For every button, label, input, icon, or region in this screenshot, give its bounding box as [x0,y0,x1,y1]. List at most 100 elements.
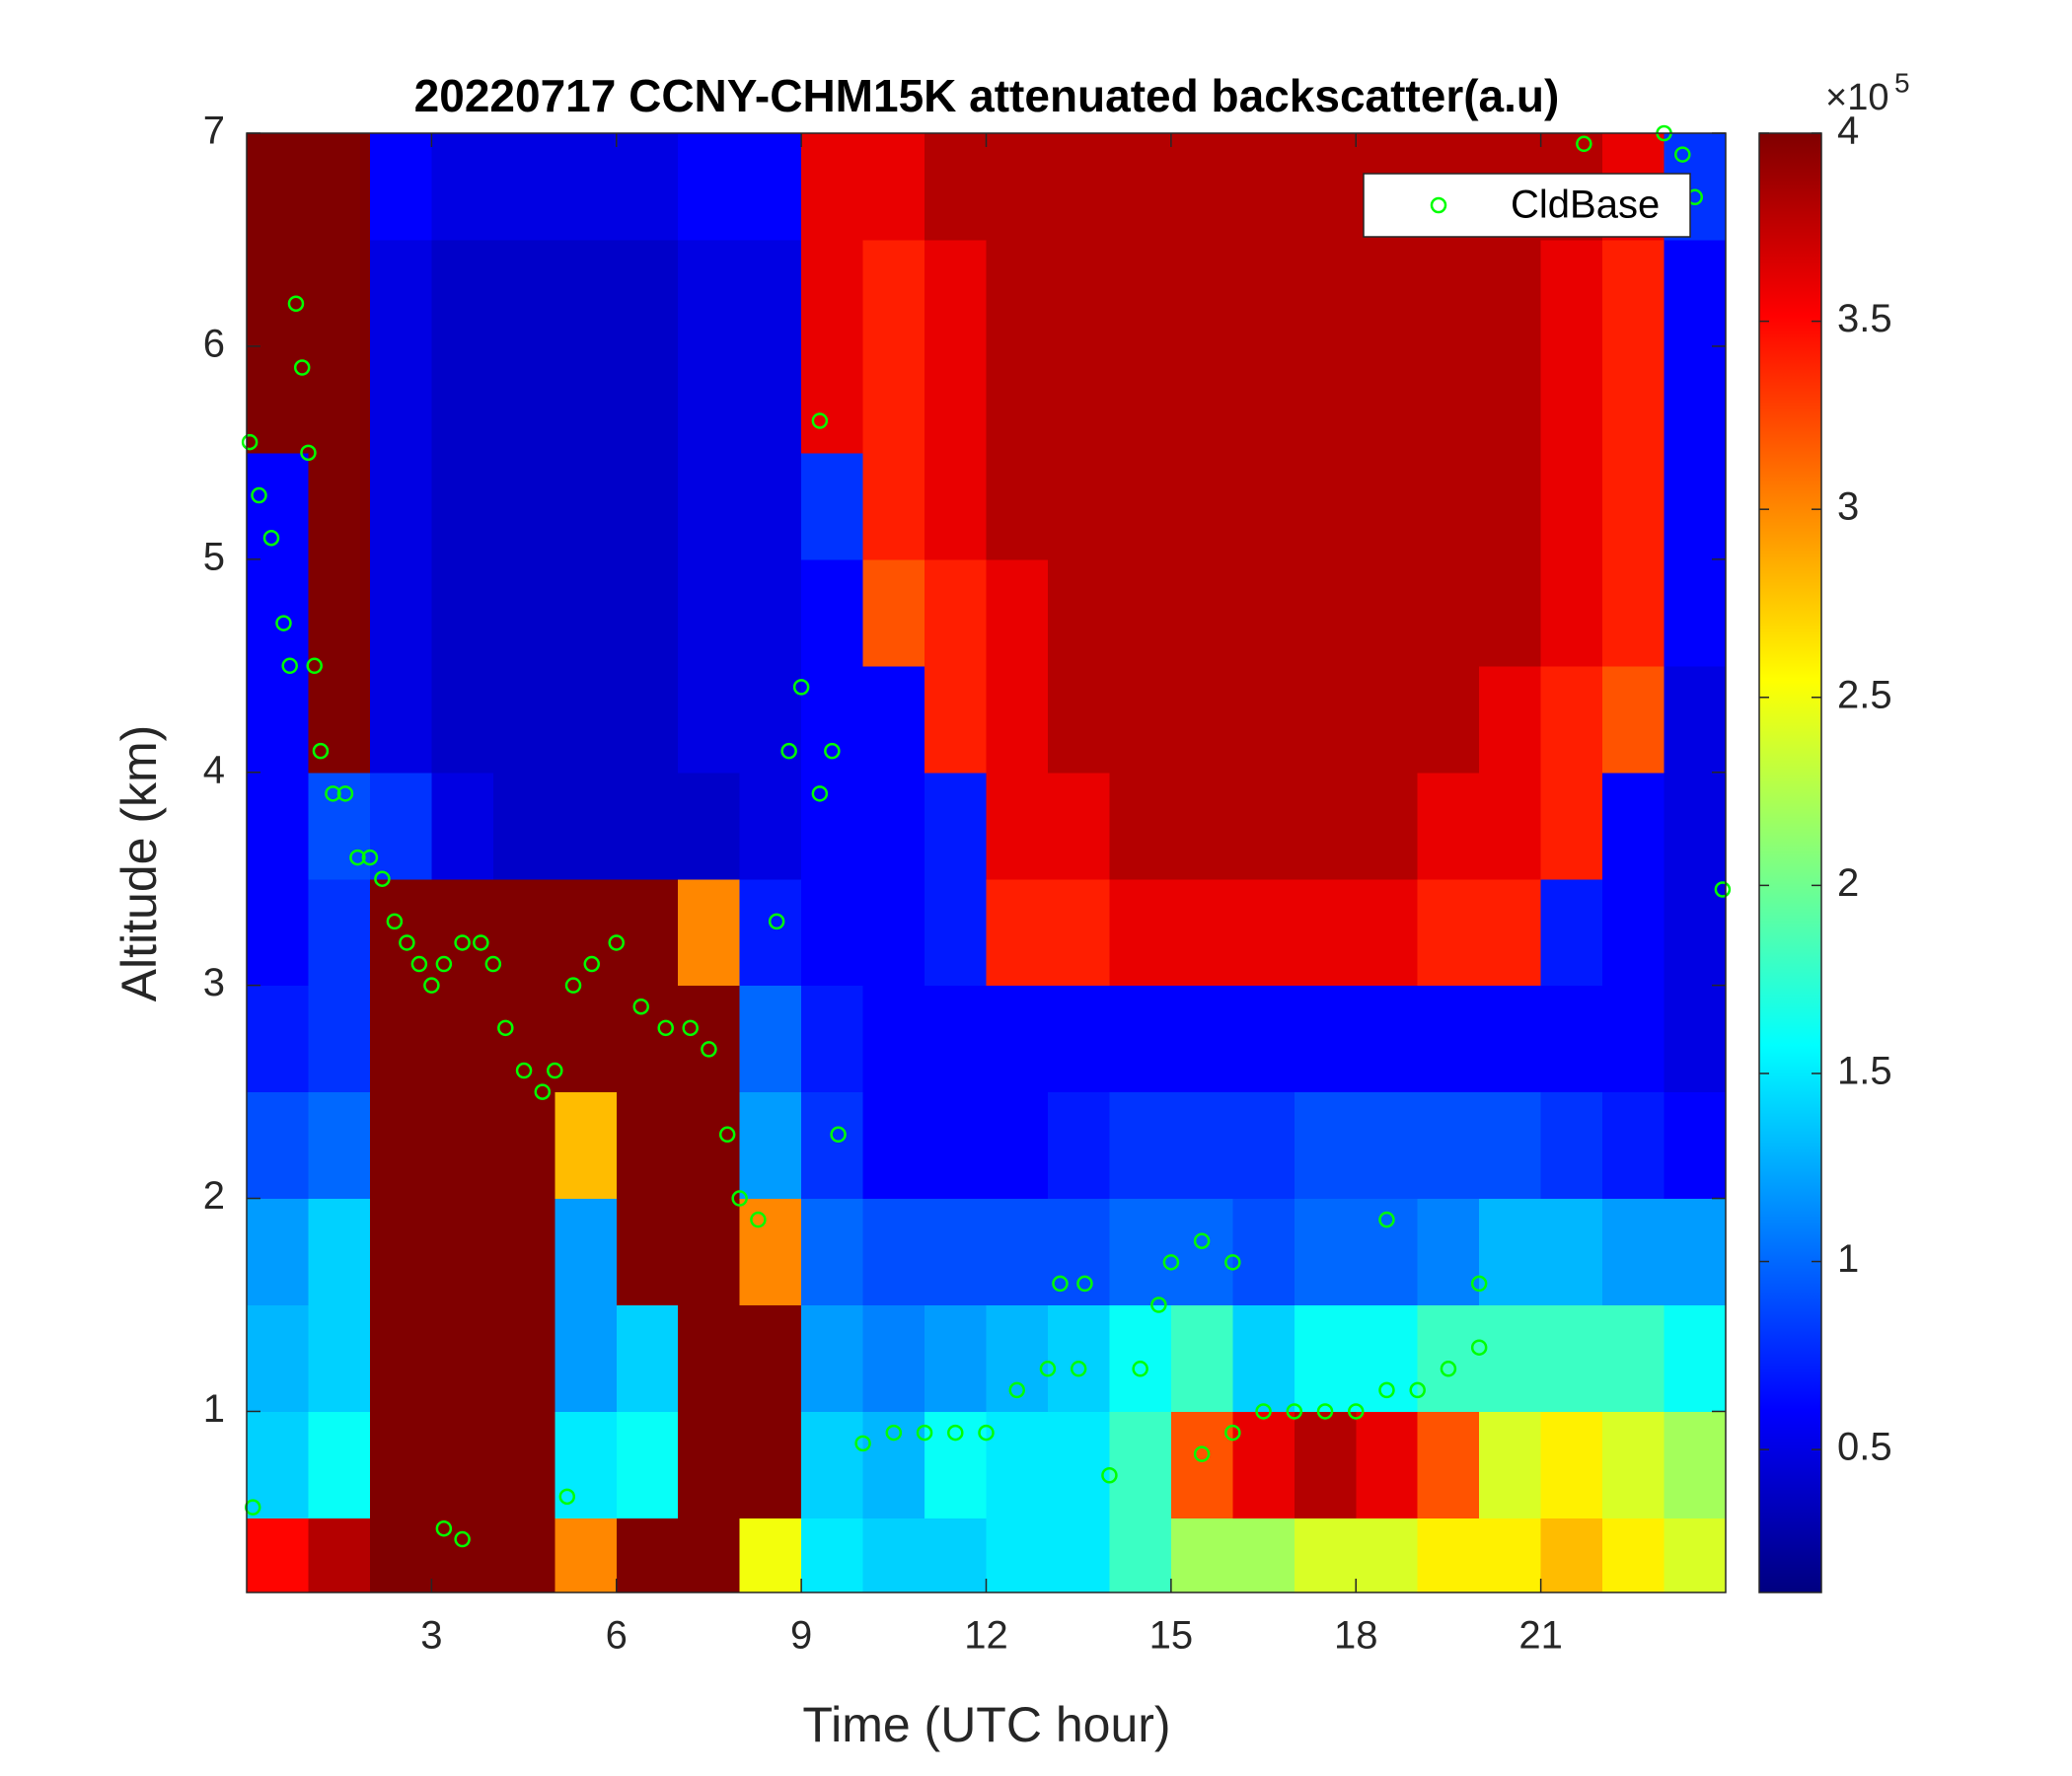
heat-cell [431,1198,494,1306]
cloud-base-point [1008,1381,1025,1399]
heat-cell [862,1517,925,1593]
heat-cell [925,1517,988,1593]
heat-cell [1109,1517,1172,1593]
cloud-base-point [1076,1275,1093,1293]
heat-cell [1664,772,1727,880]
heat-cell [247,1517,310,1593]
heat-cell [555,878,618,987]
heat-cell [1540,452,1603,560]
heat-cell [555,665,618,774]
x-tick-label: 12 [964,1614,1008,1658]
heat-cell [616,1091,679,1200]
heat-cell [1294,1091,1357,1200]
heat-cell [801,772,864,880]
heat-cell [739,772,802,880]
heat-cell [616,1304,679,1413]
heat-cell [862,772,925,880]
cloud-base-point [325,785,341,802]
heat-cell [1109,665,1172,774]
heat-cell [431,345,494,454]
cloud-base-point [547,1062,563,1079]
cloud-base-point [306,657,323,675]
heat-cell [1479,1517,1542,1593]
heat-cell [678,558,741,667]
heat-cell [1602,452,1665,560]
heat-cell [308,345,371,454]
heat-cell [1664,239,1727,347]
heat-cell [1170,1517,1233,1593]
heat-cell [308,878,371,987]
heat-cell [986,345,1049,454]
heat-cell [1170,1411,1233,1519]
heat-cell [308,1198,371,1306]
heat-cell [986,1411,1049,1519]
heat-cell [1356,878,1419,987]
heat-cell [1047,878,1111,987]
heat-cell [1294,558,1357,667]
heat-cell [369,1304,432,1413]
heat-cell [555,1411,618,1519]
heat-cell [739,133,802,241]
cloud-base-point [1409,1381,1426,1399]
heat-cell [1232,239,1295,347]
heat-cell [492,133,555,241]
heat-cell [1664,1091,1727,1200]
cloud-base-point [454,1530,471,1548]
cloud-base-point [312,742,330,760]
heat-cell [739,1304,802,1413]
heat-cell [925,1198,988,1306]
x-tick-label: 3 [420,1614,442,1658]
colorbar [1758,132,1822,1593]
heat-cell [492,772,555,880]
heat-cell [555,1091,618,1200]
heat-cell [247,665,310,774]
cloud-base-point [1440,1361,1457,1377]
heat-cell [369,665,432,774]
heat-cell [862,665,925,774]
heat-cell [925,239,988,347]
colorbar-tick-label: 1 [1837,1237,1859,1281]
heat-cell [925,452,988,560]
heat-cell [1540,345,1603,454]
heat-cell [369,878,432,987]
heat-cell [1170,452,1233,560]
heat-cell [1602,239,1665,347]
cloud-base-point [657,1019,674,1037]
heat-cell [369,985,432,1093]
heat-cell [678,1304,741,1413]
heat-cell [1664,985,1727,1093]
heat-cell [492,452,555,560]
heat-cell [1356,772,1419,880]
cloud-base-point [435,955,453,973]
cloud-base-point [534,1083,552,1100]
y-tick-label: 2 [203,1174,225,1218]
heat-cell [986,665,1049,774]
heat-cell [678,239,741,347]
heat-cell [1294,1517,1357,1593]
cloud-base-point [1470,1275,1488,1293]
heat-cell [1047,239,1111,347]
heat-cell [1417,1304,1480,1413]
heat-cell [1417,665,1480,774]
heat-cell [1109,1304,1172,1413]
cloud-base-point [632,998,649,1015]
colorbar-tick-label: 3.5 [1837,297,1892,340]
heat-cell [369,1198,432,1306]
heat-cell [1047,133,1111,241]
heat-cell [1109,1198,1172,1306]
heat-cell [1356,1411,1419,1519]
cloud-base-point [608,934,625,951]
heat-cell [801,1411,864,1519]
heat-cell [247,239,310,347]
heat-cell [492,665,555,774]
cloud-base-point [1224,1254,1241,1271]
heat-cell [1294,345,1357,454]
heat-cell [1232,558,1295,667]
heat-cell [616,239,679,347]
heat-cell [739,878,802,987]
heat-cell [247,985,310,1093]
heat-cell [1170,1091,1233,1200]
cloud-base-point [885,1424,903,1442]
heat-cell [369,133,432,241]
heat-cell [862,1198,925,1306]
